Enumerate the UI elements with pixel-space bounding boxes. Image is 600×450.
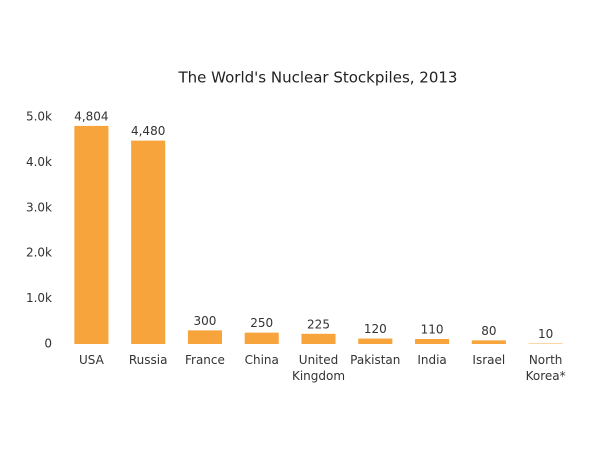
bar [187,330,222,344]
y-tick-label: 2.0k [26,246,52,260]
value-label: 10 [538,327,553,341]
value-label: 4,804 [74,109,108,123]
y-tick-label: 4.0k [26,155,52,169]
value-label: 4,480 [131,124,165,138]
x-tick-label: USA [78,353,104,367]
y-tick-label: 1.0k [26,291,52,305]
bar [301,333,336,344]
bar [358,338,393,344]
value-label: 300 [193,314,216,328]
y-tick-label: 3.0k [26,200,52,214]
x-tick-label: United Kingdom [291,353,346,383]
value-label: 120 [364,322,387,336]
bar [244,332,279,344]
x-tick-label: China [244,353,279,367]
bar [415,339,450,344]
x-tick-label: North Korea* [525,353,566,383]
x-tick-label: India [417,353,447,367]
x-tick-label: Pakistan [350,353,401,367]
chart-title: The World's Nuclear Stockpiles, 2013 [178,69,458,87]
y-tick-label: 5.0k [26,110,52,124]
x-tick-label: Russia [128,353,168,367]
value-label: 80 [481,324,496,338]
x-tick-label: Israel [472,353,506,367]
bar [74,125,109,344]
y-tick-label: 0 [44,337,52,351]
bar [131,140,166,344]
value-label: 250 [250,316,273,330]
bar [471,340,506,344]
value-label: 225 [307,317,330,331]
value-label: 110 [421,323,444,337]
x-tick-label: France [184,353,225,367]
